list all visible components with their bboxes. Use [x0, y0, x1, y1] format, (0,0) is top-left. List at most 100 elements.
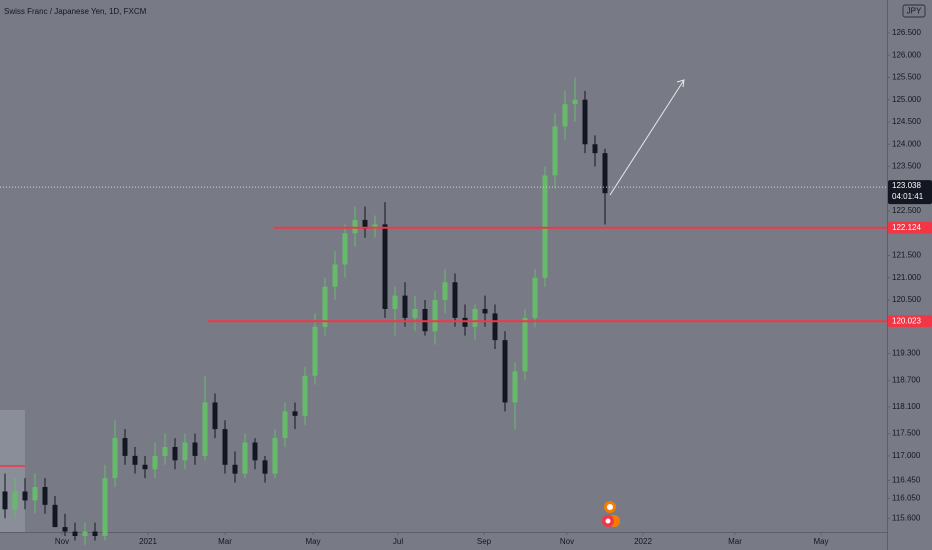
event-icon-dot	[607, 504, 613, 510]
candle-body	[62, 527, 68, 532]
candle-body	[252, 442, 258, 461]
candle-body	[92, 531, 98, 537]
y-tick-label: 120.500	[892, 295, 921, 304]
candle-body	[282, 411, 288, 439]
candle-body	[2, 491, 8, 510]
candle-body	[102, 478, 108, 537]
current-price: 123.038	[892, 181, 921, 190]
price-label-box	[888, 315, 932, 328]
y-tick-label: 115.600	[892, 513, 921, 522]
y-tick-label: 121.000	[892, 273, 921, 282]
candle-body	[202, 402, 208, 456]
candle-body	[422, 308, 428, 332]
candle-body	[592, 144, 598, 154]
candle-body	[412, 308, 418, 318]
countdown: 04:01:41	[892, 192, 924, 201]
candle-body	[12, 491, 18, 510]
candle-body	[532, 277, 538, 318]
y-tick-label: 116.450	[892, 475, 921, 484]
y-tick-label: 123.500	[892, 162, 921, 171]
candle-body	[472, 308, 478, 327]
candle-body	[352, 219, 358, 234]
candle-body	[292, 411, 298, 416]
candle-body	[222, 429, 228, 465]
candle-body	[502, 340, 508, 403]
candle-body	[232, 464, 238, 474]
candle-body	[302, 375, 308, 416]
y-tick-label: 116.050	[892, 493, 921, 502]
y-tick-label: 125.000	[892, 95, 921, 104]
candle-body	[392, 295, 398, 309]
candle-body	[112, 438, 118, 479]
candle-body	[22, 491, 28, 501]
candle-body	[82, 531, 88, 537]
candle-body	[362, 219, 368, 229]
x-tick-label: May	[305, 537, 320, 546]
y-tick-label: 118.700	[892, 375, 921, 384]
price-label: 122.124	[892, 223, 921, 232]
candle-body	[272, 438, 278, 474]
candle-body	[162, 446, 168, 456]
candle-body	[602, 153, 608, 194]
arrow-head	[676, 79, 685, 88]
candle-body	[172, 446, 178, 461]
y-tick-label: 122.500	[892, 206, 921, 215]
price-label-box	[888, 221, 932, 234]
y-tick-label: 126.000	[892, 50, 921, 59]
candle-body	[432, 300, 438, 332]
candle-body	[442, 282, 448, 301]
candle-body	[212, 402, 218, 430]
y-tick-label: 124.500	[892, 117, 921, 126]
x-tick-label: Mar	[218, 537, 232, 546]
candle-body	[52, 504, 58, 528]
chart-title: Swiss Franc / Japanese Yen, 1D, FXCM	[4, 7, 147, 16]
candle-body	[462, 317, 468, 327]
candle-body	[552, 126, 558, 176]
candle-body	[32, 487, 38, 501]
event-icon-dot	[605, 518, 611, 524]
y-tick-label: 117.000	[892, 451, 921, 460]
candle-body	[452, 282, 458, 318]
price-label: 120.023	[892, 316, 921, 325]
candle-body	[192, 442, 198, 456]
x-tick-label: 2021	[139, 537, 157, 546]
candle-body	[122, 438, 128, 456]
candle-body	[132, 455, 138, 465]
candle-body	[262, 460, 268, 474]
candle-body	[492, 313, 498, 341]
candle-body	[482, 308, 488, 314]
candle-body	[512, 371, 518, 403]
candle-body	[322, 286, 328, 327]
y-tick-label: 125.500	[892, 73, 921, 82]
y-tick-label: 117.500	[892, 429, 921, 438]
candle-body	[522, 317, 528, 372]
x-tick-label: May	[813, 537, 828, 546]
panel	[0, 410, 25, 532]
currency[interactable]: JPY	[907, 7, 922, 16]
y-tick-label: 126.500	[892, 28, 921, 37]
trend-arrow	[609, 79, 685, 196]
candle-body	[372, 224, 378, 229]
x-tick-label: 2022	[634, 537, 652, 546]
candle-body	[402, 295, 408, 318]
candle-body	[572, 99, 578, 105]
currency-box[interactable]	[902, 4, 926, 18]
y-tick-label: 121.500	[892, 251, 921, 260]
candle-body	[382, 224, 388, 309]
y-tick-label: 124.000	[892, 139, 921, 148]
y-tick-label: 118.100	[892, 402, 921, 411]
candle-body	[582, 99, 588, 145]
candle-body	[242, 442, 248, 474]
candle-body	[152, 455, 158, 470]
candle-body	[562, 104, 568, 127]
current-price-box	[888, 180, 932, 205]
x-tick-label: Sep	[477, 537, 492, 546]
x-tick-label: Nov	[55, 537, 69, 546]
x-tick-label: Jul	[393, 537, 403, 546]
candle-body	[42, 487, 48, 505]
candle-body	[342, 233, 348, 265]
candle-body	[542, 175, 548, 278]
y-tick-label: 119.300	[892, 349, 921, 358]
